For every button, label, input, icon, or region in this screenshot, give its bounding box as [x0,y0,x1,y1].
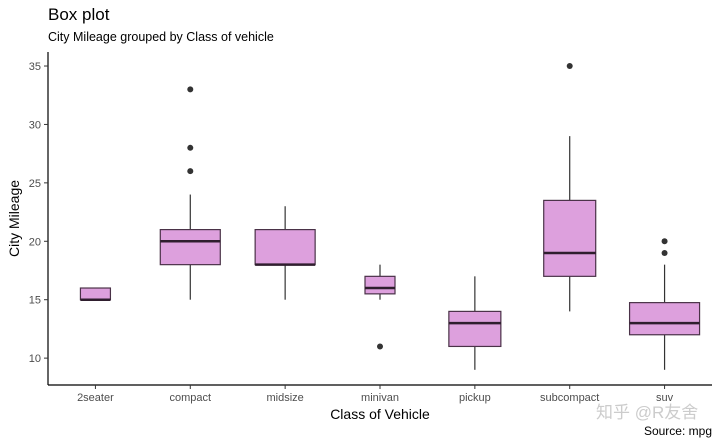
y-tick-label: 25 [29,178,41,190]
outlier-point [187,86,194,93]
box-suv [628,302,701,336]
y-axis-label: City Mileage [6,180,22,257]
watermark: 知乎 @R友舍 [596,403,699,422]
y-tick-label: 10 [29,353,41,365]
chart-subtitle: City Mileage grouped by Class of vehicle [48,30,274,44]
caption: Source: mpg [643,424,712,438]
outlier-point [566,63,573,70]
outlier-point [187,168,194,175]
outlier-point [661,249,668,256]
box-pickup [448,310,502,348]
box-midsize [254,229,316,266]
y-tick-label: 15 [29,295,41,307]
outlier-point [661,238,668,245]
y-tick-label: 35 [29,61,41,73]
y-tick-label: 20 [29,236,41,248]
box-subcompact [543,199,597,277]
box-minivan [364,275,396,295]
x-tick-label: suv [656,392,674,404]
x-tick-label: 2seater [77,392,114,404]
x-axis-label: Class of Vehicle [330,406,430,422]
chart-title: Box plot [48,5,110,24]
x-tick-label: minivan [361,392,399,404]
x-tick-label: compact [169,392,211,404]
x-tick-label: pickup [459,392,491,404]
x-tick-label: midsize [266,392,303,404]
box-2seater [79,287,112,301]
box-compact [159,229,221,266]
y-tick-label: 30 [29,119,41,131]
outlier-point [187,144,194,151]
outlier-point [377,343,383,350]
x-tick-label: subcompact [540,392,599,404]
